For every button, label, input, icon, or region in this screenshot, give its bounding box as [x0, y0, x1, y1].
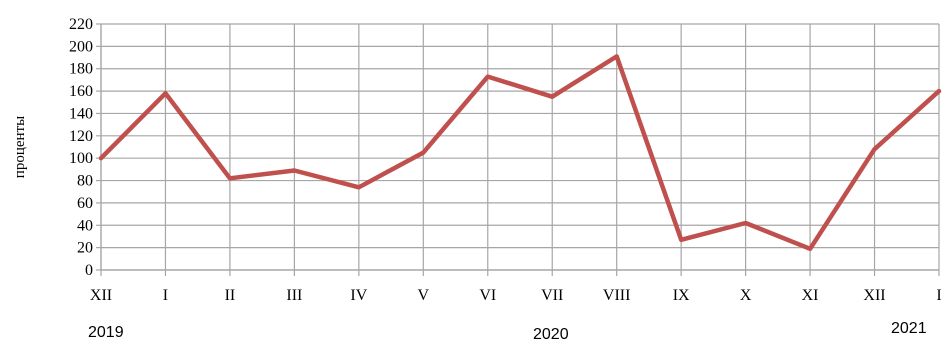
- y-tick-label: 220: [69, 16, 93, 33]
- y-tick-label: 100: [69, 150, 93, 167]
- series: [98, 54, 942, 252]
- y-tick-label: 0: [85, 262, 93, 279]
- x-tick-label: I: [936, 287, 941, 304]
- y-tick-labels: 0 20 40 60 80 100 120 140 160 180 200 220: [69, 16, 93, 279]
- x-tick-label: IX: [673, 287, 690, 304]
- y-axis-label: проценты: [12, 116, 28, 178]
- y-tick-label: 80: [77, 173, 93, 190]
- year-label-2020: 2020: [533, 326, 569, 343]
- x-tick-label: XII: [863, 287, 885, 304]
- y-tick-label: 160: [69, 83, 93, 100]
- y-tick-label: 140: [69, 105, 93, 122]
- x-tick-label: VI: [479, 287, 496, 304]
- y-tick-label: 20: [77, 240, 93, 257]
- x-tick-label: X: [740, 287, 752, 304]
- y-tick-label: 60: [77, 195, 93, 212]
- y-tick-label: 120: [69, 128, 93, 145]
- grid: [101, 23, 940, 270]
- x-tick-label: XII: [90, 287, 112, 304]
- series-line: [98, 54, 942, 252]
- year-label-2019: 2019: [88, 324, 124, 341]
- x-tick-label: III: [286, 287, 302, 304]
- axes: [96, 23, 940, 276]
- x-tick-label: VIII: [603, 287, 631, 304]
- x-tick-labels: XII I II III IV V VI VII VIII IX X XI XII I: [90, 287, 942, 304]
- x-tick-label: IV: [350, 287, 367, 304]
- y-tick-label: 180: [69, 61, 93, 78]
- x-tick-label: VII: [541, 287, 563, 304]
- y-tick-label: 200: [69, 38, 93, 55]
- x-tick-label: V: [418, 287, 430, 304]
- x-tick-label: XI: [802, 287, 819, 304]
- year-label-2021: 2021: [891, 320, 927, 337]
- y-tick-label: 40: [77, 217, 93, 234]
- x-tick-label: II: [225, 287, 236, 304]
- x-tick-label: I: [163, 287, 168, 304]
